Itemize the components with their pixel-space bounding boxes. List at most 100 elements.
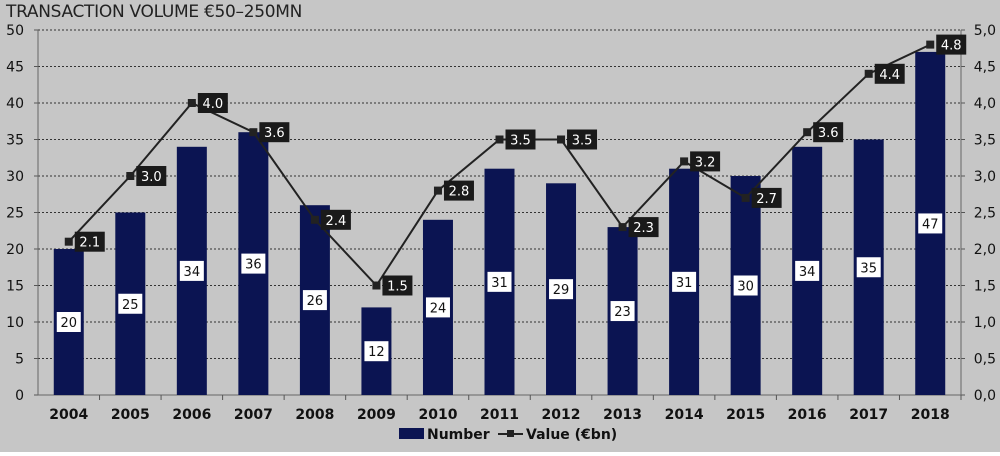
x-tick-label: 2006 xyxy=(172,407,211,423)
line-label-box xyxy=(813,122,844,143)
line-label-box xyxy=(874,63,905,84)
line-marker xyxy=(249,128,258,137)
line-marker xyxy=(557,135,566,144)
line-marker xyxy=(803,128,812,137)
line-data-label: 3.6 xyxy=(818,126,839,141)
right-tick-label: 2,0 xyxy=(974,242,996,258)
left-tick-label: 25 xyxy=(6,206,24,222)
line-label-box xyxy=(936,34,967,55)
x-tick-label: 2005 xyxy=(111,407,150,423)
bar-label-box xyxy=(179,260,204,281)
left-tick-label: 30 xyxy=(6,169,24,185)
right-tick-label: 5,0 xyxy=(974,23,996,39)
line-label-box xyxy=(505,129,536,150)
bar-data-label: 34 xyxy=(184,265,201,280)
x-tick-label: 2010 xyxy=(418,407,457,423)
line-data-label: 2.4 xyxy=(326,214,347,229)
line-data-label: 3.5 xyxy=(572,134,593,149)
x-tick-label: 2015 xyxy=(726,407,765,423)
right-tick-label: 4,0 xyxy=(974,96,996,112)
bar-data-label: 47 xyxy=(922,217,939,232)
left-tick-label: 40 xyxy=(6,96,24,112)
line-marker xyxy=(126,172,135,180)
line-label-box xyxy=(443,180,474,201)
left-tick-label: 0 xyxy=(15,388,24,404)
line-data-label: 1.5 xyxy=(387,280,408,295)
line-marker xyxy=(310,215,319,224)
line-data-label: 4.0 xyxy=(202,97,223,112)
bar-label-box xyxy=(610,301,635,322)
line-label-box xyxy=(320,209,351,230)
line-data-label: 3.2 xyxy=(695,155,716,170)
line-marker xyxy=(495,135,504,144)
bar-data-label: 30 xyxy=(737,280,754,295)
legend-number-swatch xyxy=(399,428,424,439)
left-tick-label: 50 xyxy=(6,23,24,39)
line-label-box xyxy=(74,231,105,252)
x-tick-label: 2008 xyxy=(295,407,334,423)
line-marker xyxy=(926,40,935,49)
line-marker xyxy=(680,157,689,166)
bar-data-label: 20 xyxy=(60,316,77,331)
line-data-label: 4.4 xyxy=(879,68,900,83)
bar-label-box xyxy=(549,279,574,300)
left-tick-label: 10 xyxy=(6,315,24,331)
bar-label-box xyxy=(364,341,389,362)
line-marker xyxy=(618,223,627,232)
line-label-box xyxy=(136,166,167,186)
right-tick-label: 1,5 xyxy=(974,279,996,295)
bar-label-box xyxy=(241,253,266,274)
line-data-label: 3.0 xyxy=(141,170,162,185)
right-tick-label: 0,0 xyxy=(974,388,996,404)
bar-data-label: 35 xyxy=(860,261,877,276)
bar-data-label: 26 xyxy=(307,294,324,309)
line-marker xyxy=(864,69,873,78)
bar-label-box xyxy=(487,271,512,292)
line-data-label: 4.8 xyxy=(941,39,962,54)
bar-label-box xyxy=(733,275,758,296)
left-tick-label: 15 xyxy=(6,279,24,295)
bar-label-box xyxy=(425,297,450,318)
bar-label-box xyxy=(302,290,327,311)
line-data-label: 3.5 xyxy=(510,134,531,149)
legend-value-label: Value (€bn) xyxy=(526,427,617,443)
x-tick-label: 2007 xyxy=(234,407,273,423)
line-label-box xyxy=(690,151,721,172)
legend-value-swatch-marker xyxy=(507,430,514,437)
line-label-box xyxy=(567,129,598,150)
line-marker xyxy=(372,281,381,290)
right-tick-label: 2,5 xyxy=(974,206,996,222)
x-tick-label: 2012 xyxy=(542,407,581,423)
left-tick-label: 20 xyxy=(6,242,24,258)
right-tick-label: 3,0 xyxy=(974,169,996,185)
left-tick-label: 45 xyxy=(6,60,24,76)
bar-data-label: 23 xyxy=(614,305,631,320)
bar-label-box xyxy=(56,312,81,332)
bar-data-label: 12 xyxy=(368,345,385,360)
line-data-label: 2.7 xyxy=(756,192,777,207)
line-data-label: 3.6 xyxy=(264,126,285,141)
x-tick-label: 2009 xyxy=(357,407,396,423)
line-label-box xyxy=(628,217,659,238)
bar-data-label: 29 xyxy=(553,283,570,298)
left-tick-label: 5 xyxy=(15,352,24,368)
line-label-box xyxy=(382,275,413,296)
right-tick-label: 3,5 xyxy=(974,133,996,149)
line-marker xyxy=(433,186,442,195)
right-tick-label: 4,5 xyxy=(974,60,996,76)
right-tick-label: 1,0 xyxy=(974,315,996,331)
line-label-box xyxy=(751,187,782,208)
line-label-box xyxy=(197,93,228,113)
line-data-label: 2.3 xyxy=(633,221,654,236)
bar-data-label: 24 xyxy=(430,301,447,316)
bar-label-box xyxy=(795,260,820,281)
right-tick-label: 0,5 xyxy=(974,352,996,368)
x-tick-label: 2018 xyxy=(911,407,950,423)
line-marker xyxy=(741,193,750,202)
x-tick-label: 2013 xyxy=(603,407,642,423)
bar-data-label: 25 xyxy=(122,298,139,313)
line-data-label: 2.8 xyxy=(449,185,470,200)
line-data-label: 2.1 xyxy=(79,236,100,251)
